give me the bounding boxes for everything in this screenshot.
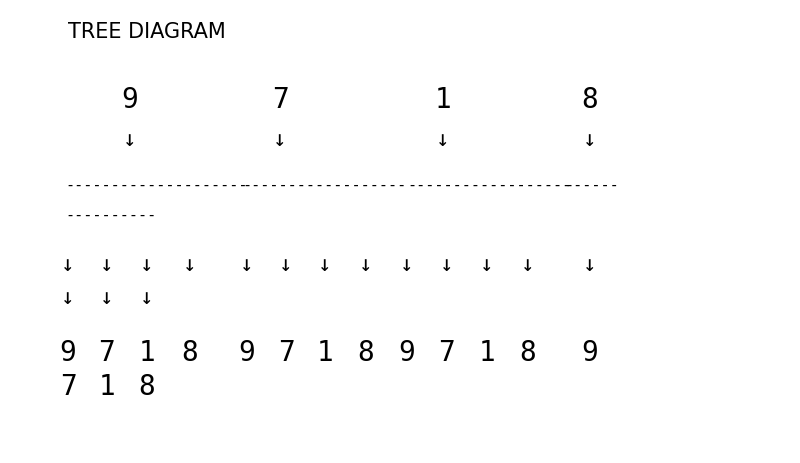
- Text: 9: 9: [582, 339, 598, 367]
- Text: ↓: ↓: [440, 255, 454, 275]
- Text: ↓: ↓: [436, 130, 450, 150]
- Text: ↓: ↓: [274, 130, 286, 150]
- Text: 9: 9: [122, 86, 138, 114]
- Text: --------------------: --------------------: [65, 177, 247, 193]
- Text: 9: 9: [60, 339, 76, 367]
- Text: 7: 7: [60, 373, 76, 401]
- Text: ↓: ↓: [318, 255, 332, 275]
- Text: 9: 9: [238, 339, 255, 367]
- Text: ↓: ↓: [140, 288, 154, 308]
- Text: ↓: ↓: [240, 255, 254, 275]
- Text: TREE DIAGRAM: TREE DIAGRAM: [68, 22, 226, 42]
- Text: ↓: ↓: [400, 255, 414, 275]
- Text: ↓: ↓: [480, 255, 494, 275]
- Text: 8: 8: [520, 339, 536, 367]
- Text: 1: 1: [478, 339, 495, 367]
- Text: 8: 8: [182, 339, 198, 367]
- Text: ↓: ↓: [583, 255, 597, 275]
- Text: ↓: ↓: [359, 255, 373, 275]
- Text: 7: 7: [278, 339, 294, 367]
- Text: 8: 8: [138, 373, 155, 401]
- Text: ↓: ↓: [522, 255, 534, 275]
- Text: 8: 8: [582, 86, 598, 114]
- Text: ------: ------: [564, 177, 618, 193]
- Text: ↓: ↓: [140, 255, 154, 275]
- Text: 1: 1: [317, 339, 334, 367]
- Text: 8: 8: [358, 339, 374, 367]
- Text: 1: 1: [138, 339, 155, 367]
- Text: ↓: ↓: [183, 255, 197, 275]
- Text: ↓: ↓: [100, 255, 114, 275]
- Text: 7: 7: [272, 86, 288, 114]
- Text: ------------------: ------------------: [407, 177, 571, 193]
- Text: 7: 7: [438, 339, 455, 367]
- Text: 7: 7: [98, 339, 115, 367]
- Text: ----------: ----------: [65, 207, 156, 223]
- Text: ↓: ↓: [100, 288, 114, 308]
- Text: ↓: ↓: [279, 255, 293, 275]
- Text: ↓: ↓: [583, 130, 597, 150]
- Text: ------------------: ------------------: [242, 177, 406, 193]
- Text: 1: 1: [98, 373, 115, 401]
- Text: ↓: ↓: [123, 130, 137, 150]
- Text: 9: 9: [398, 339, 415, 367]
- Text: ↓: ↓: [62, 288, 74, 308]
- Text: ↓: ↓: [62, 255, 74, 275]
- Text: 1: 1: [434, 86, 451, 114]
